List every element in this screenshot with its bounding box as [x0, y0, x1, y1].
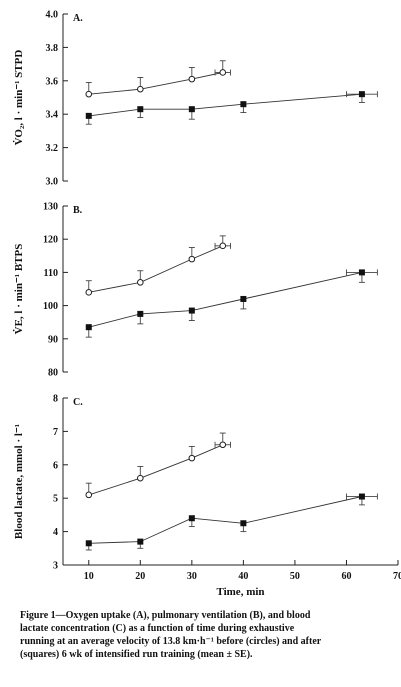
series-line-after	[88, 496, 362, 544]
y-tick-label: 4.0	[46, 10, 59, 21]
data-point-circle	[137, 279, 144, 286]
data-point-circle	[85, 289, 93, 296]
y-tick-label: 3.0	[46, 177, 59, 188]
y-axis-title: Blood lactate, mmol · l⁻¹	[13, 424, 25, 539]
y-tick-label: 3.8	[46, 43, 59, 54]
data-point-square	[137, 538, 144, 545]
data-point-square	[188, 515, 195, 522]
series-line-after	[88, 93, 362, 117]
y-axis-title: V̇E, l · min⁻¹ BTPS	[12, 244, 25, 335]
y-tick-label: 3.2	[46, 143, 59, 154]
data-point-square	[85, 540, 92, 547]
y-axis-title: V̇O₂, l · min⁻¹ STPD	[12, 50, 25, 146]
data-point-square	[240, 295, 247, 302]
y-tick-label: 120	[43, 235, 58, 246]
y-tick-label: 90	[48, 334, 58, 345]
data-point-square	[358, 269, 365, 276]
y-tick-label: 7	[53, 427, 58, 438]
y-tick-label: 4	[53, 527, 58, 538]
caption-line: Figure 1—Oxygen uptake (A), pulmonary ve…	[20, 610, 311, 621]
y-tick-label: 5	[53, 494, 58, 505]
y-tick-label: 8	[53, 394, 58, 405]
panel-label: A.	[73, 13, 83, 24]
data-point-square	[85, 112, 92, 119]
data-point-square	[240, 101, 247, 108]
x-tick-label: 30	[187, 571, 197, 582]
x-tick-label: 70	[393, 571, 401, 582]
x-tick-label: 10	[84, 571, 94, 582]
series-line-after	[88, 271, 362, 328]
panel-label: B.	[73, 205, 83, 216]
figure-svg: 3.0 3.2 3.4 3.6 3.8 4.0 A. V̇O₂, l · min⁻¹ STPD…	[12, 10, 401, 599]
figure-caption: Figure 1—Oxygen uptake (A), pulmonary ve…	[20, 609, 392, 661]
panel-label: C.	[73, 397, 83, 408]
data-point-square	[188, 106, 195, 113]
y-tick-label: 100	[43, 301, 58, 312]
data-point-circle	[85, 90, 93, 98]
data-point-square	[358, 91, 365, 98]
x-axis-title: Time, min	[216, 586, 264, 598]
y-tick-label: 110	[44, 268, 58, 279]
data-point-circle	[219, 441, 227, 449]
caption-line: (squares) 6 wk of intensified run traini…	[20, 649, 253, 660]
data-point-square	[358, 493, 365, 500]
y-tick-label: 80	[48, 368, 58, 379]
caption-line: running at an average velocity of 13.8 k…	[20, 636, 322, 647]
y-tick-label: 3.6	[46, 76, 59, 87]
series-line-before	[88, 72, 223, 95]
x-tick-label: 40	[238, 571, 248, 582]
data-point-square	[137, 106, 144, 113]
x-tick-label: 20	[135, 571, 145, 582]
data-point-square	[85, 324, 92, 331]
series-line-before	[88, 444, 223, 496]
y-tick-label: 3.4	[46, 110, 59, 121]
data-point-circle	[188, 454, 196, 462]
y-tick-label: 6	[53, 460, 58, 471]
x-tick-label: 60	[341, 571, 351, 582]
data-point-square	[137, 310, 144, 317]
data-point-circle	[188, 255, 196, 263]
y-tick-label: 3	[53, 561, 58, 572]
data-point-circle	[85, 491, 93, 499]
data-point-circle	[137, 474, 144, 482]
data-point-square	[240, 520, 247, 527]
caption-line: lactate concentration (C) as a function …	[20, 623, 295, 634]
data-point-circle	[219, 69, 227, 76]
data-point-circle	[219, 242, 227, 250]
x-tick-label: 50	[290, 571, 300, 582]
series-line-before	[88, 245, 223, 293]
y-tick-label: 130	[43, 202, 58, 213]
data-point-square	[188, 307, 195, 314]
data-point-circle	[188, 75, 196, 83]
data-point-circle	[137, 85, 144, 93]
